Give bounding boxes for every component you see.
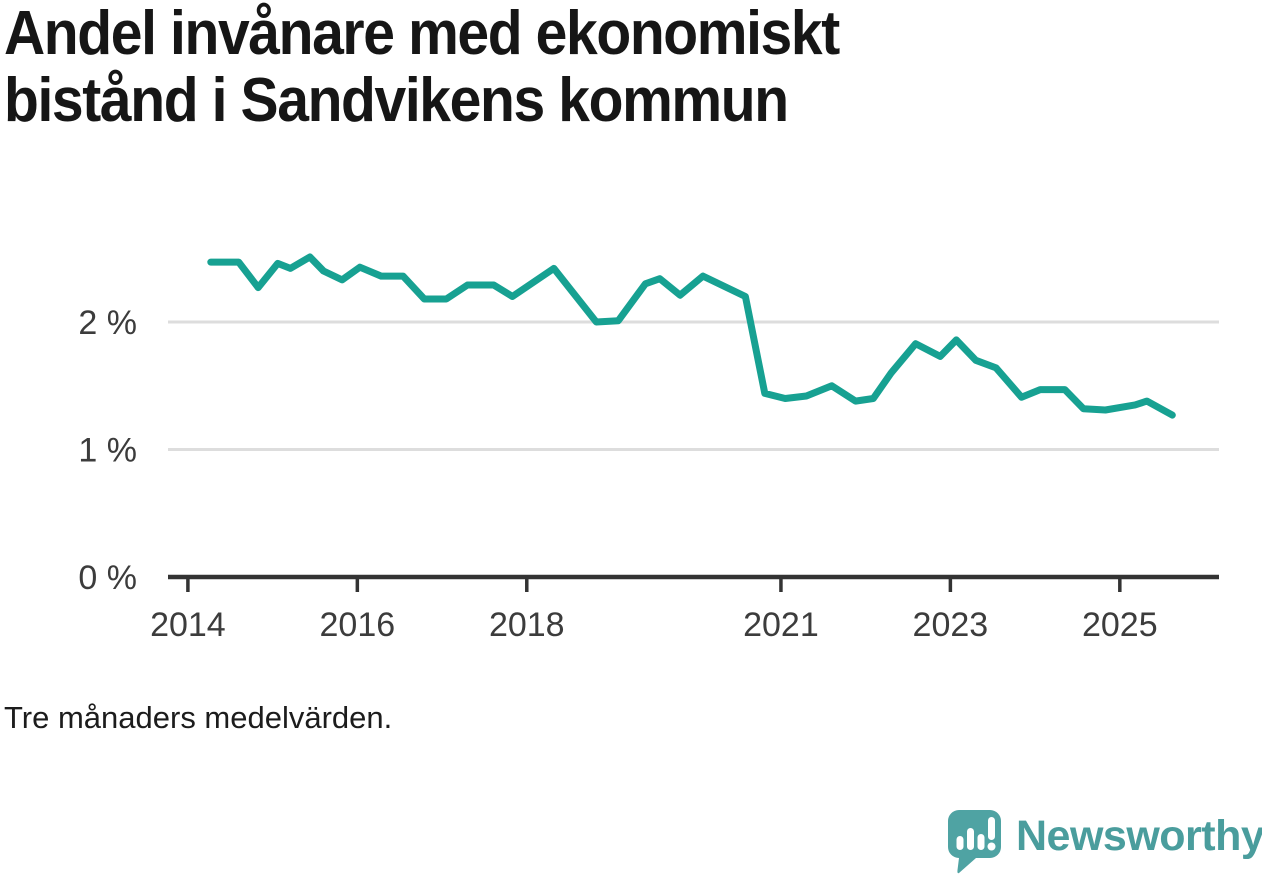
logo-exclamation-dot bbox=[987, 842, 996, 851]
logo-bar-2 bbox=[967, 828, 974, 850]
chart-title-line2: bistånd i Sandvikens kommun bbox=[4, 66, 789, 135]
y-tick-label: 2 % bbox=[78, 304, 137, 342]
x-tick-label: 2014 bbox=[150, 606, 226, 644]
chart-title: Andel invånare med ekonomiskt bistånd i … bbox=[4, 0, 840, 135]
x-tick-label: 2021 bbox=[743, 606, 819, 644]
logo-exclamation-bar bbox=[988, 817, 995, 840]
chart-title-line1: Andel invånare med ekonomiskt bbox=[4, 0, 840, 68]
x-tick-label: 2025 bbox=[1082, 606, 1158, 644]
newsworthy-speech-bubble-barchart-icon bbox=[948, 810, 1001, 874]
y-tick-label: 0 % bbox=[78, 559, 137, 597]
logo-bar-1 bbox=[956, 836, 964, 850]
newsworthy-logo: Newsworthy bbox=[946, 809, 1262, 875]
y-tick-label: 1 % bbox=[78, 432, 137, 470]
x-tick-label: 2018 bbox=[489, 606, 565, 644]
chart-footnote: Tre månaders medelvärden. bbox=[4, 700, 393, 735]
x-tick-label: 2023 bbox=[913, 606, 989, 644]
newsworthy-logo-text: Newsworthy bbox=[1016, 812, 1262, 860]
x-tick-label: 2016 bbox=[320, 606, 396, 644]
speech-bubble-shape bbox=[948, 810, 1001, 874]
data-line bbox=[207, 253, 1176, 419]
logo-bar-3 bbox=[977, 834, 985, 850]
